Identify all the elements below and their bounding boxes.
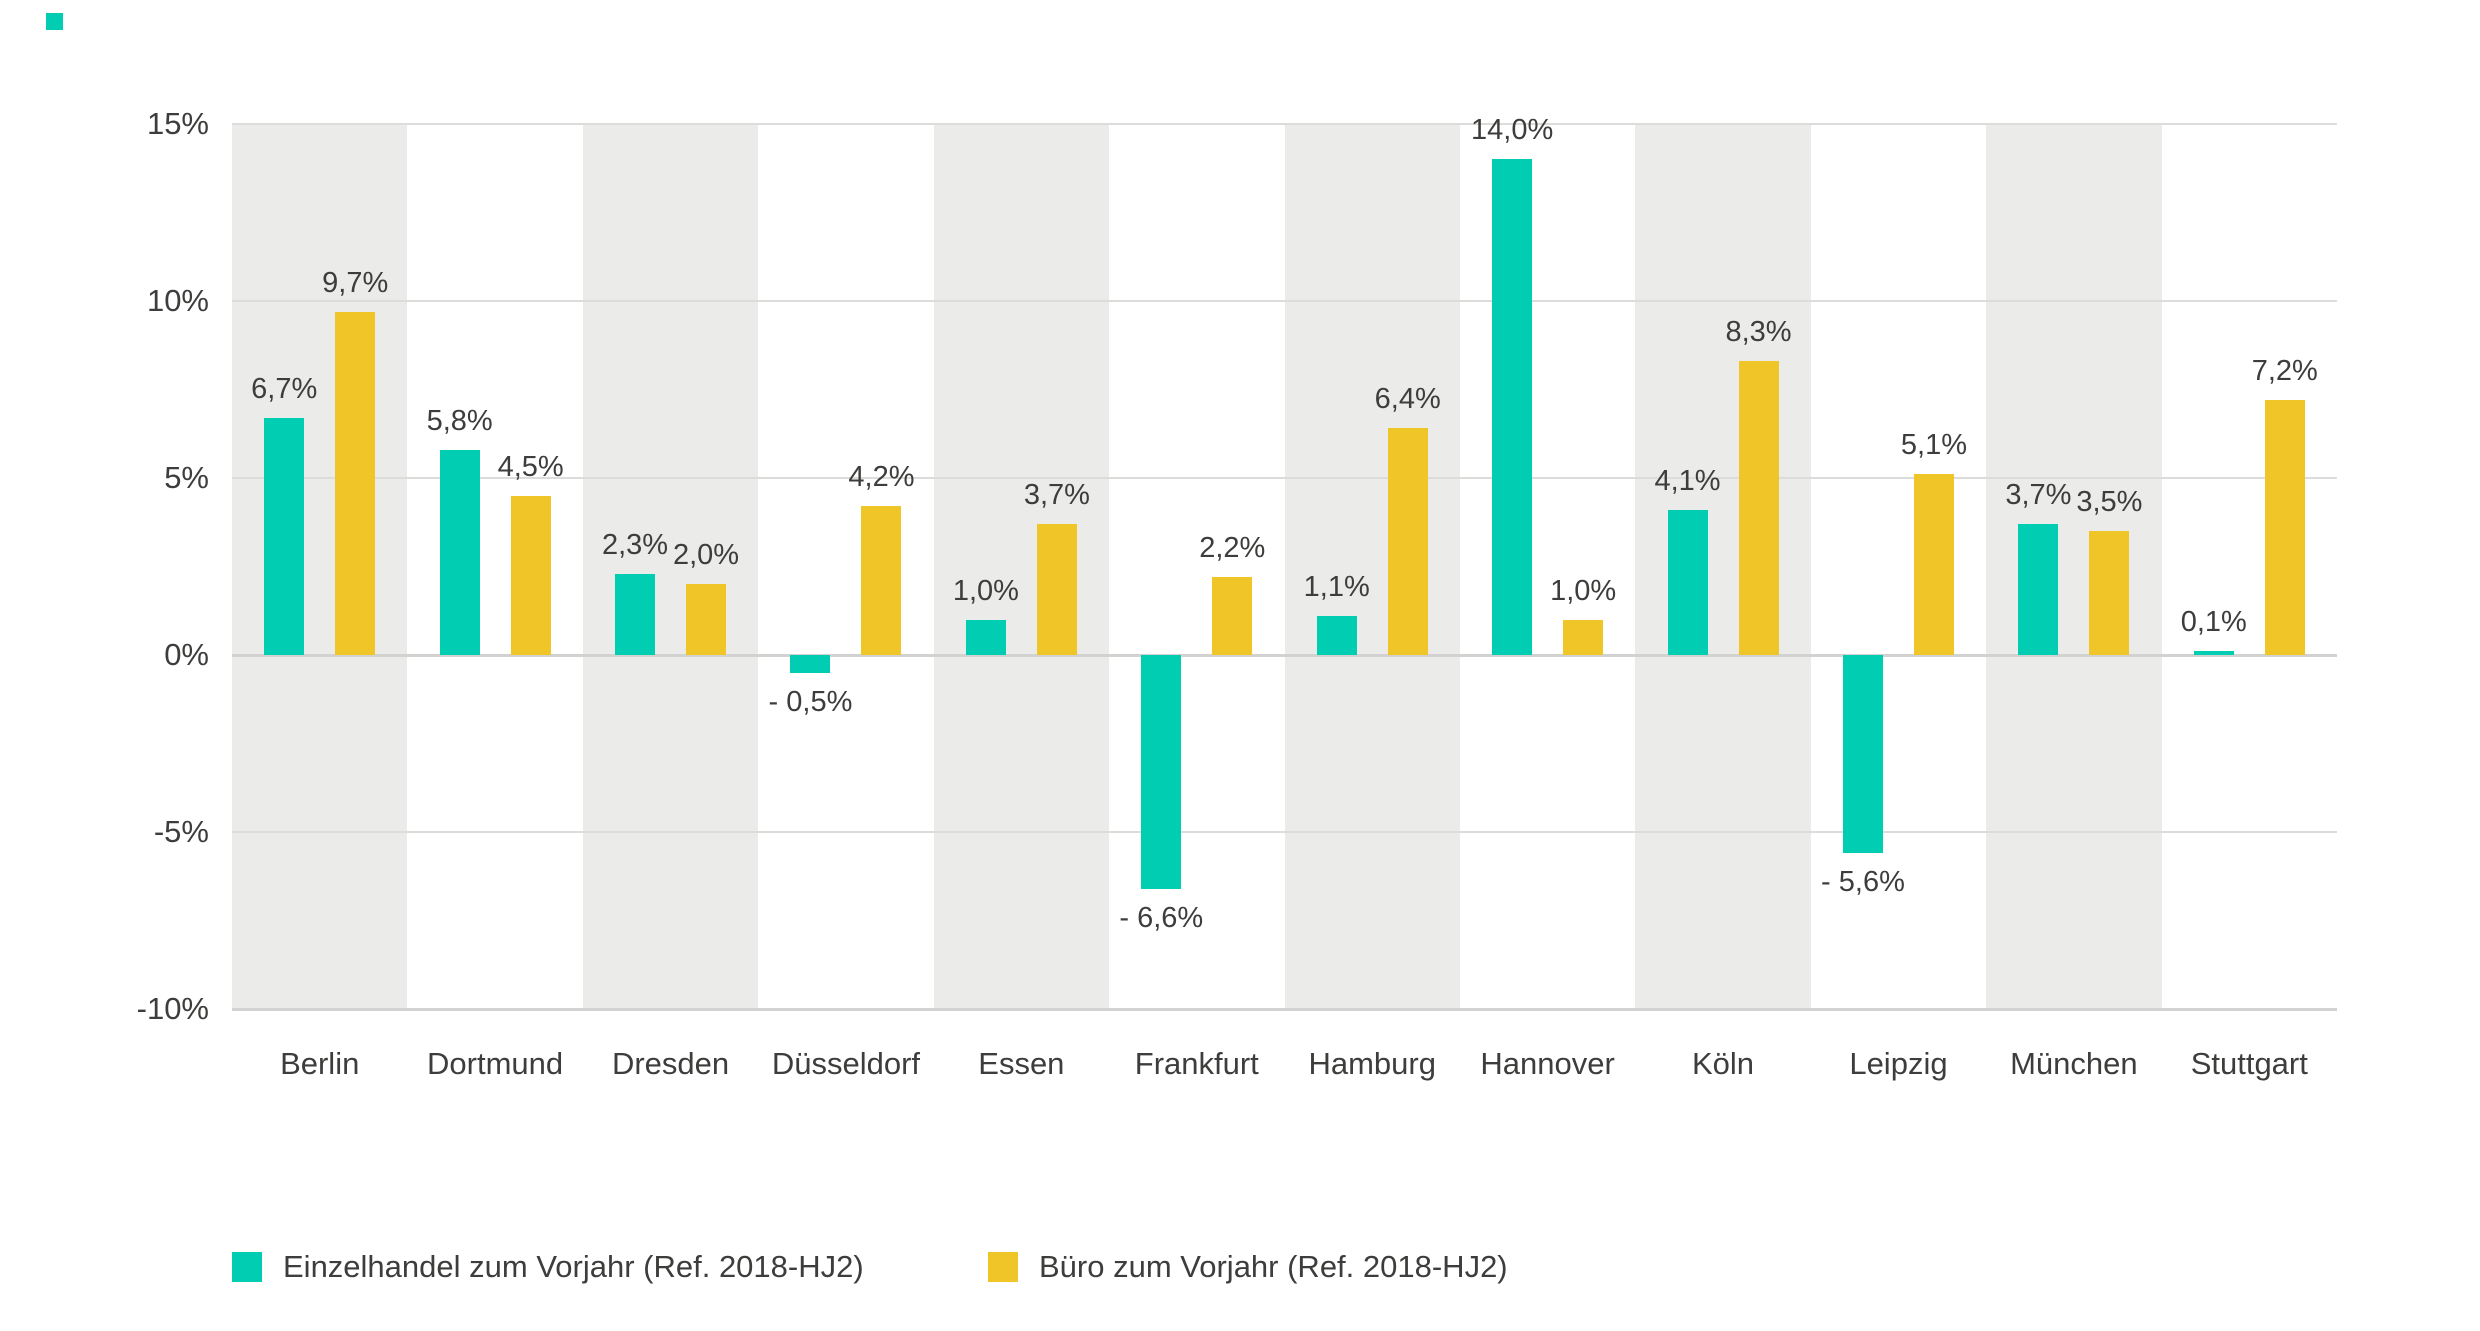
bar-einzelhandel-hamburg [1316,616,1357,655]
column-stripe-dresden [582,124,759,1009]
column-stripe-hamburg [1284,124,1460,1009]
value-label-buero-hannover: 1,0% [1550,574,1617,607]
bar-einzelhandel-leipzig [1842,655,1883,854]
y-tick-label-5: 5% [164,460,209,495]
bar-einzelhandel-frankfurt [1141,655,1182,889]
y-tick-label-0: 0% [164,637,209,672]
bar-einzelhandel-essen [965,619,1006,655]
value-label-buero-hamburg: 6,4% [1374,383,1441,416]
legend-swatch-einzelhandel [232,1252,262,1282]
value-label-buero-dresden: 2,0% [672,539,740,572]
legend-label-buero: Büro zum Vorjahr (Ref. 2018-HJ2) [1039,1249,1508,1284]
y-tick-label-15: 15% [146,106,209,141]
value-label-buero-koeln: 8,3% [1725,316,1792,349]
x-label-hannover: Hannover [1480,1046,1615,1081]
y-tick-label--5: -5% [153,814,209,849]
x-label-muenchen: München [2010,1046,2138,1081]
value-label-buero-stuttgart: 7,2% [2251,355,2318,388]
x-label-berlin: Berlin [280,1046,360,1081]
x-label-stuttgart: Stuttgart [2190,1046,2308,1081]
bar-buero-leipzig [1913,474,1954,655]
gridline-15 [232,123,2337,125]
x-label-frankfurt: Frankfurt [1134,1046,1259,1081]
x-label-dortmund: Dortmund [427,1046,564,1081]
brand-square [46,13,63,30]
bar-einzelhandel-berlin [264,417,305,655]
value-label-einzelhandel-dresden: 2,3% [601,528,669,561]
bar-buero-essen [1036,524,1077,655]
bar-einzelhandel-dortmund [439,449,480,655]
value-label-einzelhandel-hamburg: 1,1% [1303,571,1370,604]
plot-area: 6,7% 5,8% 2,3% - 0,5% 1,0% - 6,6% 1,1% 14,0% 4,1… [232,114,2337,1011]
bar-buero-duesseldorf [861,506,902,655]
bar-einzelhandel-muenchen [2018,524,2059,655]
bar-einzelhandel-hannover [1492,159,1533,655]
gridline-10 [232,300,2337,302]
value-label-einzelhandel-stuttgart: 0,1% [2180,606,2247,639]
x-label-essen: Essen [978,1046,1065,1081]
legend-swatch-buero [988,1252,1018,1282]
x-axis: Berlin Dortmund Dresden Düsseldorf Essen Fran… [232,1046,2337,1090]
bar-einzelhandel-koeln [1667,509,1708,655]
x-label-duesseldorf: Düsseldorf [771,1046,921,1081]
x-label-koeln: Köln [1692,1046,1755,1081]
bar-einzelhandel-stuttgart [2193,651,2234,655]
bar-buero-stuttgart [2264,400,2305,655]
value-label-buero-berlin: 9,7% [322,266,389,299]
y-axis: 15% 10% 5% 0% -5% -10% [0,0,209,1331]
bar-buero-hamburg [1387,428,1428,655]
value-label-einzelhandel-leipzig: - 5,6% [1821,866,1905,899]
bar-einzelhandel-duesseldorf [790,655,831,673]
legend-item-buero: Büro zum Vorjahr (Ref. 2018-HJ2) [988,1249,1508,1284]
value-label-buero-muenchen: 3,5% [2076,486,2143,519]
bar-buero-koeln [1738,361,1779,655]
bar-buero-dortmund [510,495,551,655]
legend-label-einzelhandel: Einzelhandel zum Vorjahr (Ref. 2018-HJ2) [283,1249,864,1284]
value-label-einzelhandel-duesseldorf: - 0,5% [768,685,853,718]
value-label-buero-leipzig: 5,1% [1900,429,1968,462]
legend-item-einzelhandel: Einzelhandel zum Vorjahr (Ref. 2018-HJ2) [232,1249,864,1284]
x-label-dresden: Dresden [611,1046,730,1081]
value-label-einzelhandel-hannover: 14,0% [1471,114,1554,147]
gridline-5 [232,477,2337,479]
y-tick-label--10: -10% [136,991,209,1026]
y-tick-label-10: 10% [146,283,209,318]
column-stripe-koeln [1635,124,1811,1009]
value-label-einzelhandel-muenchen: 3,7% [2005,479,2072,512]
column-stripe-berlin [232,124,408,1009]
bar-buero-muenchen [2089,531,2130,655]
gridline--5 [232,831,2337,833]
x-label-leipzig: Leipzig [1849,1046,1948,1081]
value-label-buero-dortmund: 4,5% [497,450,564,483]
value-label-einzelhandel-frankfurt: - 6,6% [1119,901,1204,934]
value-label-buero-duesseldorf: 4,2% [848,461,915,494]
value-label-einzelhandel-dortmund: 5,8% [426,404,493,437]
value-label-einzelhandel-berlin: 6,7% [251,372,318,405]
value-label-buero-frankfurt: 2,2% [1199,532,1266,565]
legend: Einzelhandel zum Vorjahr (Ref. 2018-HJ2)… [0,1249,2480,1284]
x-label-hamburg: Hamburg [1308,1046,1436,1081]
value-label-einzelhandel-essen: 1,0% [952,574,1019,607]
bar-buero-berlin [335,311,376,655]
value-label-einzelhandel-koeln: 4,1% [1654,464,1721,497]
bar-einzelhandel-dresden [615,573,656,655]
bar-buero-frankfurt [1212,577,1253,655]
bar-buero-dresden [686,584,727,655]
gridline-0 [232,653,2337,657]
column-stripe-muenchen [1986,124,2162,1009]
column-stripe-essen [933,124,1110,1009]
gridline--10 [232,1007,2337,1011]
value-label-buero-essen: 3,7% [1023,479,1090,512]
bar-buero-hannover [1563,619,1604,655]
